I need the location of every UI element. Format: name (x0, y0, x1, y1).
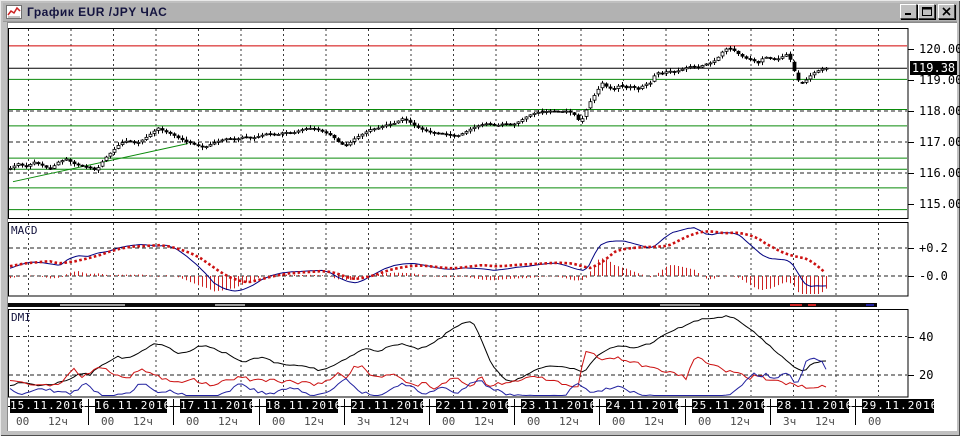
date-separator-tick (514, 399, 515, 425)
axis-tick (908, 375, 914, 376)
date-box: 29.11.2016 (862, 399, 939, 413)
date-box: 25.11.2016 (692, 399, 769, 413)
hour-label: 00 (612, 415, 626, 428)
axis-tick (908, 248, 914, 249)
date-separator-tick (599, 399, 600, 425)
hour-label: 12ч (304, 415, 324, 428)
date-box: 24.11.2016 (606, 399, 683, 413)
splitter-segment (808, 304, 816, 306)
date-separator-tick (259, 399, 260, 425)
macd-axis-label: -0.0 (919, 269, 948, 283)
date-box: 28.11.2016 (777, 399, 854, 413)
axis-tick (908, 276, 914, 277)
date-box: 22.11.2016 (436, 399, 513, 413)
date-box: 18.11.2016 (266, 399, 343, 413)
axis-tick (908, 337, 914, 338)
price-axis-label: 118.00 (919, 104, 960, 118)
hour-label: 12ч (218, 415, 238, 428)
macd-panel-label: MACD (11, 224, 38, 237)
hour-label: 12ч (730, 415, 750, 428)
signal-line (9, 230, 826, 284)
hour-label: 00 (101, 415, 115, 428)
date-box: 23.11.2016 (521, 399, 598, 413)
hour-label: 12ч (48, 415, 68, 428)
date-separator-tick (173, 399, 174, 425)
hour-label: 12ч (644, 415, 664, 428)
hour-label: 12ч (815, 415, 835, 428)
hour-label: 12ч (559, 415, 579, 428)
price-chart (8, 28, 909, 219)
date-box: 21.11.2016 (351, 399, 428, 413)
price-axis-label: 117.00 (919, 135, 960, 149)
hour-label: 00 (698, 415, 712, 428)
dmi-axis-label: 40 (919, 330, 934, 344)
date-separator-tick (344, 399, 345, 425)
maximize-icon (921, 7, 932, 16)
candles (8, 45, 829, 174)
hour-label: 00 (442, 415, 456, 428)
macd-axis-label: +0.2 (919, 241, 948, 255)
di-plus-line (9, 350, 827, 390)
macd-chart (8, 222, 909, 297)
date-separator-tick (855, 399, 856, 425)
current-price-label: 119.38 (910, 61, 957, 75)
di-minus-line (9, 357, 827, 397)
minimize-icon (904, 13, 911, 15)
date-box: 17.11.2016 (180, 399, 257, 413)
close-icon (942, 7, 951, 16)
axis-tick (908, 173, 914, 174)
hour-label: 3ч (783, 415, 797, 428)
date-separator-tick (88, 399, 89, 425)
adx-line (9, 315, 827, 387)
minimize-button[interactable] (900, 4, 917, 19)
hour-label: 00 (527, 415, 541, 428)
axis-tick (908, 49, 914, 50)
hour-label: 3ч (357, 415, 371, 428)
hour-label: 12ч (474, 415, 494, 428)
hour-label: 00 (868, 415, 882, 428)
axis-tick (908, 142, 914, 143)
axis-tick (908, 80, 914, 81)
price-axis-label: 120.00 (919, 42, 960, 56)
splitter-segment (790, 304, 802, 306)
splitter-segment (60, 304, 125, 306)
axis-tick (908, 111, 914, 112)
price-axis-label: 116.00 (919, 166, 960, 180)
dmi-chart (8, 309, 909, 398)
dmi-panel-label: DMI (11, 311, 31, 324)
date-separator-tick (429, 399, 430, 425)
hour-label: 00 (16, 415, 30, 428)
date-box: 15.11.2016 (10, 399, 87, 413)
chart-icon[interactable] (6, 5, 22, 19)
price-axis-label: 115.00 (919, 197, 960, 211)
price-axis-label: 119.00 (919, 73, 960, 87)
hour-label: 12ч (389, 415, 409, 428)
maximize-button[interactable] (918, 4, 935, 19)
date-box: 16.11.2016 (95, 399, 172, 413)
date-separator-tick (770, 399, 771, 425)
titlebar[interactable]: График EUR /JPY ЧАС (3, 3, 957, 22)
window-title: График EUR /JPY ЧАС (27, 5, 168, 19)
hour-label: 12ч (133, 415, 153, 428)
panel-splitter[interactable] (8, 303, 877, 307)
splitter-segment (660, 304, 700, 306)
hour-label: 00 (272, 415, 286, 428)
axis-tick (908, 204, 914, 205)
splitter-segment (215, 304, 245, 306)
date-axis: 15.11.2016 00 12ч 16.11.2016 00 12ч 17.11.2016… (0, 396, 960, 430)
date-separator-tick (685, 399, 686, 425)
macd-line (9, 227, 827, 292)
hour-label: 00 (186, 415, 200, 428)
dmi-axis-label: 20 (919, 368, 934, 382)
close-button[interactable] (938, 4, 955, 19)
splitter-segment (866, 304, 874, 306)
chart-client-area (7, 22, 957, 431)
